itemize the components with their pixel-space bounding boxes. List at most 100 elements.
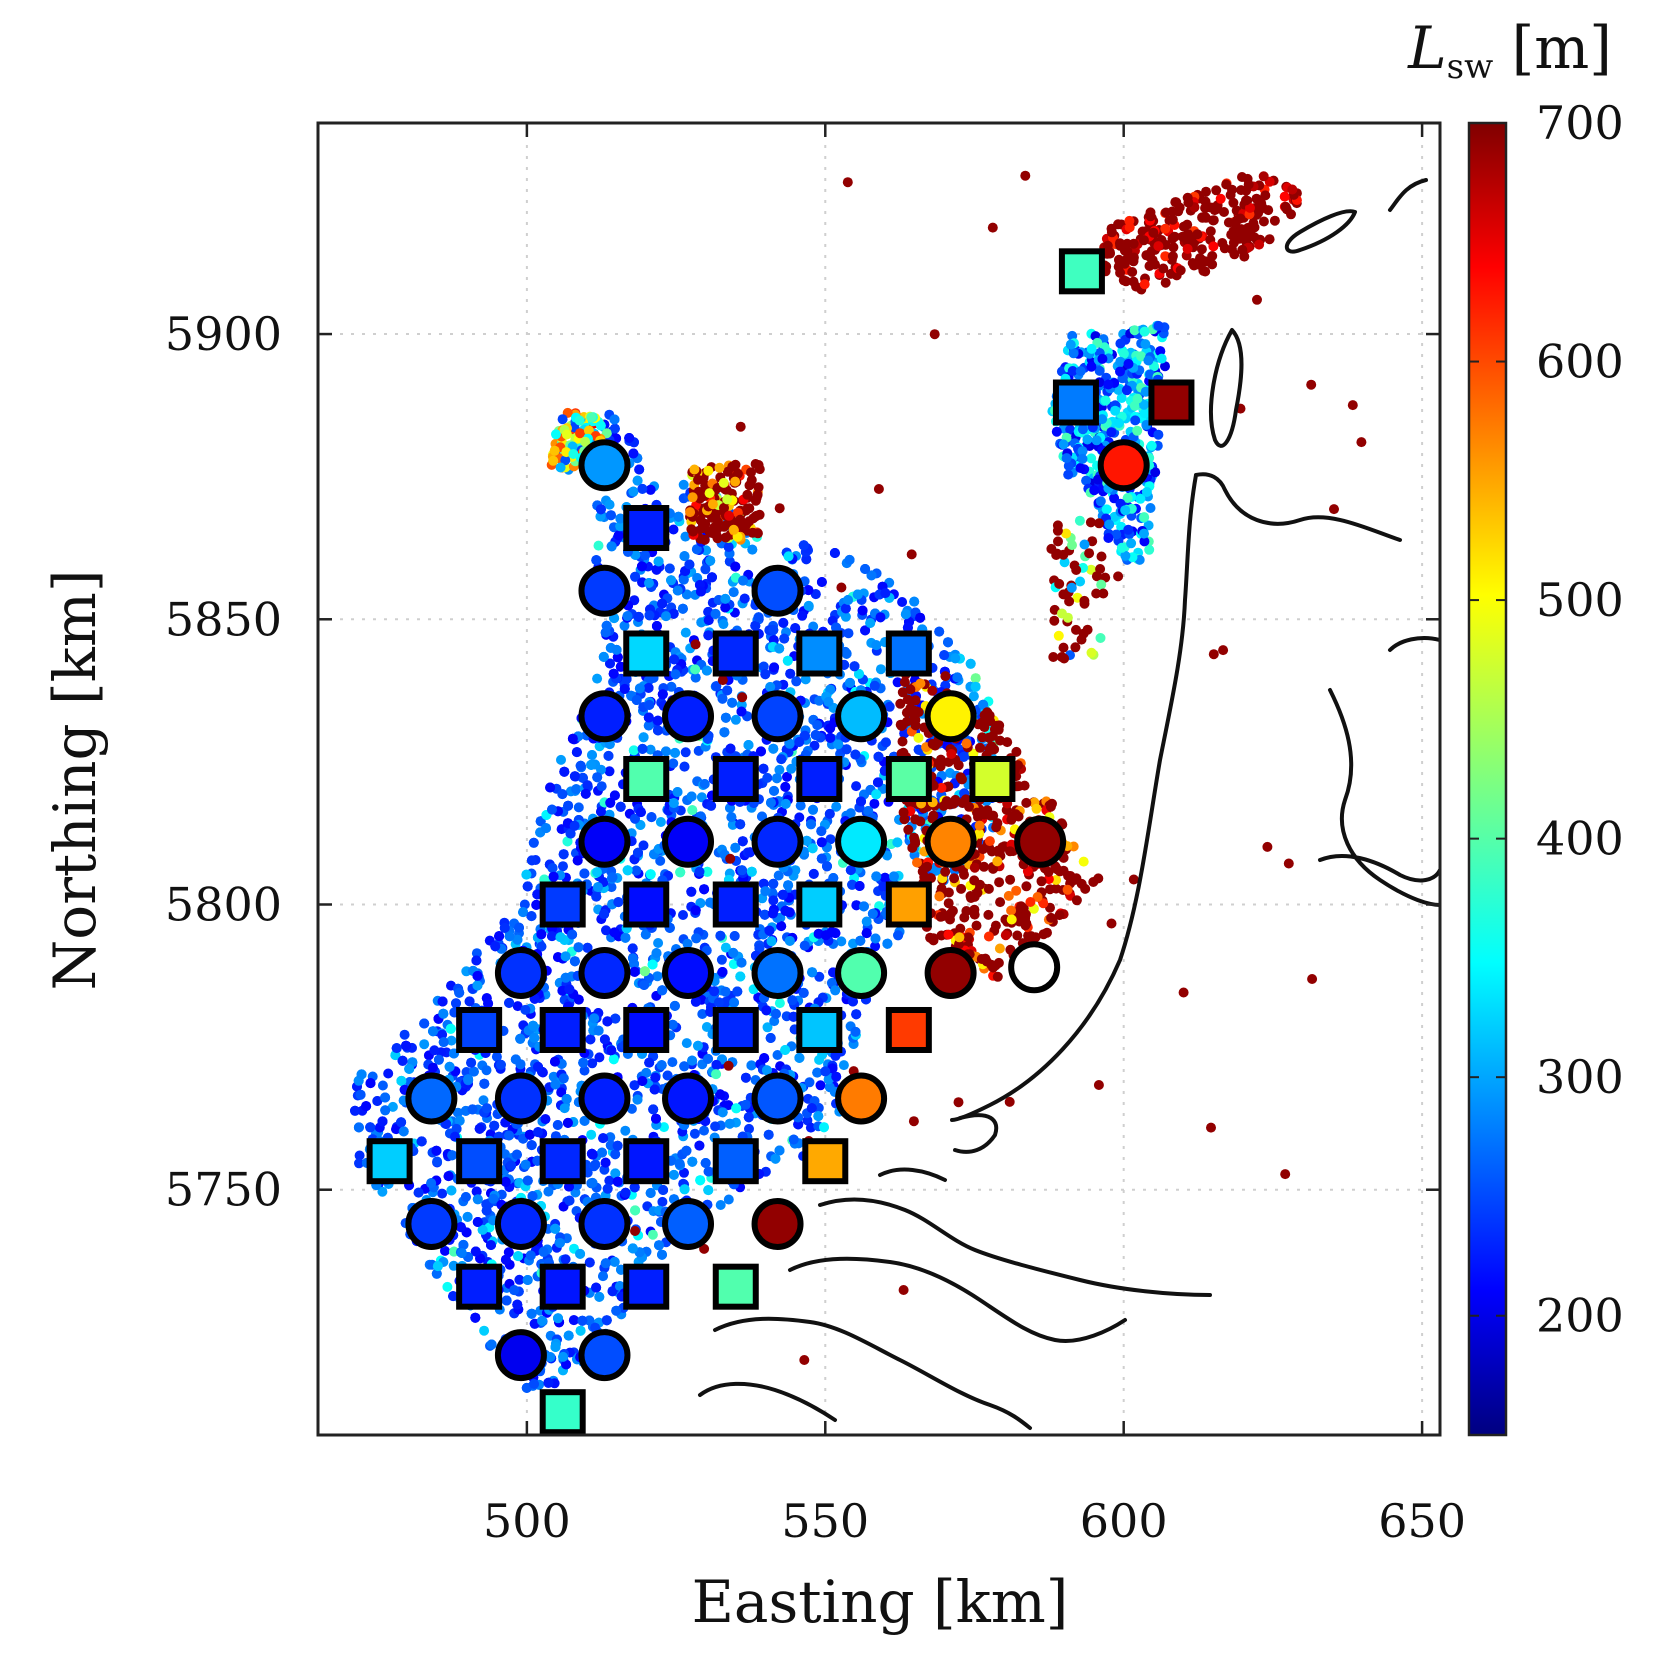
observation-dot — [869, 798, 880, 809]
observation-dot — [606, 541, 617, 552]
observation-dot — [545, 782, 556, 793]
observation-dot — [693, 1040, 703, 1051]
observation-dot — [559, 766, 570, 777]
observation-dot — [669, 654, 680, 665]
observation-dot — [354, 1150, 365, 1161]
observation-dot — [609, 1256, 620, 1267]
observation-dot — [720, 602, 731, 613]
observation-dot — [645, 484, 656, 495]
observation-dot — [441, 1119, 452, 1129]
observation-dot — [780, 781, 791, 792]
observation-dot — [511, 1149, 522, 1160]
observation-dot — [679, 551, 690, 562]
observation-dot — [582, 780, 593, 791]
observation-dot — [865, 618, 876, 628]
observation-dot — [592, 673, 603, 684]
observation-dot — [823, 1074, 834, 1085]
observation-dot — [667, 1019, 678, 1030]
observation-dot — [679, 761, 690, 772]
observation-dot — [851, 900, 862, 911]
observation-dot — [606, 510, 616, 521]
observation-dot — [690, 664, 701, 675]
observation-dot — [664, 563, 675, 574]
observation-dot — [472, 980, 483, 991]
observation-dot — [514, 922, 524, 933]
observation-dot — [776, 754, 787, 765]
observation-dot — [587, 1058, 598, 1069]
observation-dot — [451, 998, 461, 1009]
observation-dot — [479, 1078, 490, 1089]
observation-dot — [816, 577, 827, 587]
observation-dot — [577, 772, 588, 783]
observation-dot — [560, 972, 571, 983]
observation-dot — [702, 866, 713, 877]
observation-dot — [629, 966, 640, 977]
observation-dot — [783, 880, 794, 891]
observation-dot — [686, 791, 697, 802]
observation-dot — [672, 787, 683, 797]
observation-dot — [768, 743, 779, 754]
observation-dot — [594, 1291, 605, 1302]
observation-dot — [522, 1175, 533, 1186]
observation-dot — [609, 423, 620, 434]
observation-dot — [638, 732, 649, 743]
observation-dot — [550, 1223, 561, 1234]
observation-dot — [825, 732, 836, 743]
observation-dot — [563, 800, 574, 811]
observation-dot — [427, 1062, 438, 1073]
observation-dot — [758, 763, 769, 774]
observation-dot — [604, 499, 615, 510]
observation-dot — [477, 1224, 488, 1235]
observation-dot — [611, 644, 622, 655]
observation-dot — [644, 610, 655, 621]
observation-dot — [431, 1268, 442, 1279]
observation-dot — [703, 615, 714, 626]
observation-dot — [467, 1104, 478, 1115]
observation-dot — [622, 611, 633, 622]
observation-dot — [736, 706, 747, 717]
observation-dot — [806, 819, 816, 830]
observation-dot — [710, 1121, 721, 1132]
observation-dot — [900, 609, 911, 620]
observation-dot — [628, 745, 639, 756]
observation-dot — [529, 1032, 540, 1043]
observation-dot — [743, 1112, 754, 1123]
observation-dot — [603, 750, 614, 761]
observation-dot — [547, 863, 558, 873]
observation-dot — [615, 801, 626, 812]
observation-dot — [784, 935, 795, 946]
observation-dot — [471, 955, 482, 966]
observation-dot — [593, 882, 603, 893]
observation-dot — [651, 621, 662, 631]
observation-dot — [556, 754, 566, 765]
observation-dot — [870, 941, 881, 952]
observation-dot — [815, 1080, 826, 1091]
observation-dot — [760, 669, 771, 680]
observation-dot — [504, 997, 515, 1008]
observation-dot — [573, 994, 584, 1005]
observation-dot — [550, 1079, 561, 1090]
observation-dot — [860, 625, 871, 636]
observation-dot — [524, 1129, 535, 1140]
observation-dot — [729, 997, 739, 1008]
observation-dot — [584, 1315, 595, 1326]
observation-dot — [528, 837, 539, 848]
observation-dot — [470, 1246, 481, 1257]
observation-dot — [489, 1120, 500, 1131]
observation-dot — [694, 1140, 705, 1151]
observation-dot — [568, 1315, 579, 1326]
observation-dot — [750, 620, 761, 631]
observation-dot — [593, 540, 604, 551]
observation-dot — [609, 927, 620, 938]
observation-dot — [830, 1050, 841, 1061]
observation-dot — [713, 997, 724, 1008]
observation-dot — [657, 1196, 668, 1207]
observation-dot — [805, 1122, 816, 1133]
observation-dot — [680, 747, 691, 758]
observation-dot — [786, 763, 797, 774]
observation-dot — [481, 1205, 492, 1216]
observation-dot — [838, 1060, 849, 1071]
observation-dot — [684, 559, 695, 570]
observation-dot — [560, 1254, 571, 1265]
observation-dot — [613, 530, 624, 541]
